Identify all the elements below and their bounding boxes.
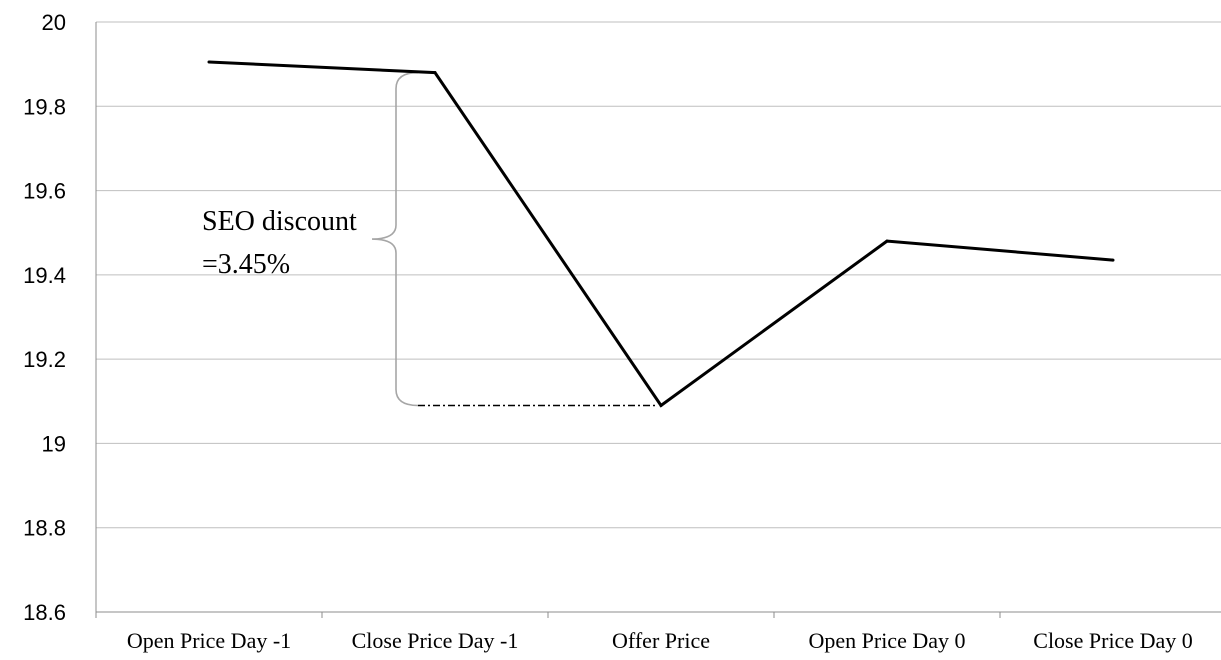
- x-axis: Open Price Day -1 Close Price Day -1 Offer…: [95, 22, 1221, 653]
- y-tick-label: 19: [42, 431, 66, 456]
- data-point: [1111, 258, 1115, 262]
- y-tick-label: 20: [42, 10, 66, 35]
- series-group: [207, 60, 1115, 408]
- y-axis: 18.6 18.8 19 19.2 19.4 19.6 19.8 20: [23, 10, 66, 625]
- data-point: [659, 404, 663, 407]
- y-tick-label: 19.2: [23, 347, 66, 372]
- y-tick-label: 19.6: [23, 179, 66, 204]
- y-tick-label: 18.6: [23, 600, 66, 625]
- y-tick-label: 19.8: [23, 94, 66, 119]
- x-tick-label: Open Price Day 0: [808, 628, 965, 653]
- data-point: [207, 60, 211, 64]
- x-tick-label: Close Price Day -1: [352, 628, 519, 653]
- x-tick-label: Close Price Day 0: [1033, 628, 1192, 653]
- discount-bracket: [371, 71, 419, 407]
- annotation-label: SEO discount: [202, 206, 357, 237]
- y-tick-label: 18.8: [23, 516, 66, 541]
- x-tick-label: Offer Price: [612, 628, 710, 653]
- x-tick-label: Open Price Day -1: [127, 628, 291, 653]
- discount-annotation: SEO discount =3.45%: [202, 71, 655, 407]
- annotation-value: =3.45%: [202, 249, 290, 280]
- data-point: [885, 239, 889, 243]
- y-tick-label: 19.4: [23, 263, 66, 288]
- data-point: [433, 71, 437, 75]
- gridlines: [96, 21, 1221, 529]
